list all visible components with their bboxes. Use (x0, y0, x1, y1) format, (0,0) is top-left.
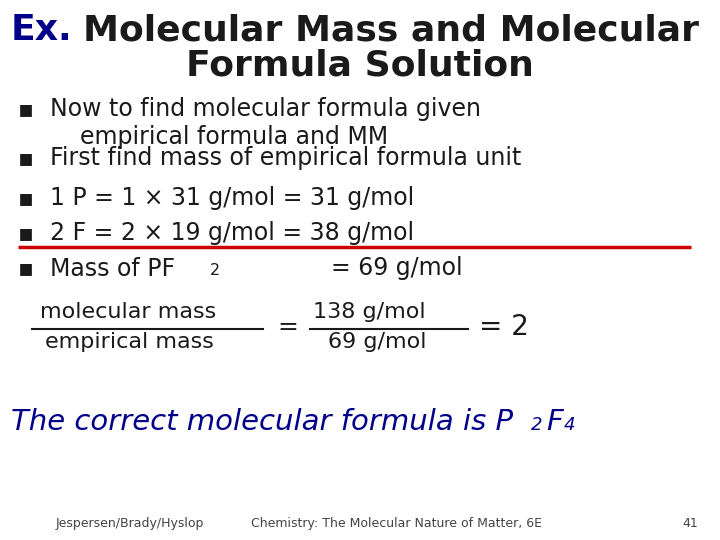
Text: Molecular Mass and Molecular: Molecular Mass and Molecular (83, 14, 699, 48)
Text: F: F (546, 408, 562, 436)
Text: 41: 41 (683, 517, 698, 530)
Text: First find mass of empirical formula unit: First find mass of empirical formula uni… (50, 146, 522, 170)
Text: ▪: ▪ (18, 97, 34, 121)
Text: 138 g/mol: 138 g/mol (313, 302, 426, 322)
Text: molecular mass: molecular mass (40, 302, 216, 322)
Text: ▪: ▪ (18, 186, 34, 210)
Text: 1 P = 1 × 31 g/mol = 31 g/mol: 1 P = 1 × 31 g/mol = 31 g/mol (50, 186, 415, 210)
Text: 2 F = 2 × 19 g/mol = 38 g/mol: 2 F = 2 × 19 g/mol = 38 g/mol (50, 221, 415, 245)
Text: = 2: = 2 (479, 313, 528, 341)
Text: Chemistry: The Molecular Nature of Matter, 6E: Chemistry: The Molecular Nature of Matte… (251, 517, 541, 530)
Text: Formula Solution: Formula Solution (186, 49, 534, 83)
Text: Ex.: Ex. (11, 14, 73, 48)
Text: ▪: ▪ (18, 146, 34, 170)
Text: = 69 g/mol: = 69 g/mol (331, 256, 463, 280)
Text: ▪: ▪ (18, 256, 34, 280)
Text: 4: 4 (564, 416, 575, 434)
Text: The correct molecular formula is P: The correct molecular formula is P (11, 408, 513, 436)
Text: 2: 2 (210, 263, 220, 278)
Text: empirical mass: empirical mass (45, 332, 215, 352)
Text: 69 g/mol: 69 g/mol (328, 332, 426, 352)
Text: Now to find molecular formula given
    empirical formula and MM: Now to find molecular formula given empi… (50, 97, 482, 149)
Text: Mass of PF: Mass of PF (50, 256, 176, 280)
Text: Jespersen/Brady/Hyslop: Jespersen/Brady/Hyslop (55, 517, 204, 530)
Text: =: = (277, 315, 298, 339)
Text: 2: 2 (531, 416, 543, 434)
Text: ▪: ▪ (18, 221, 34, 245)
